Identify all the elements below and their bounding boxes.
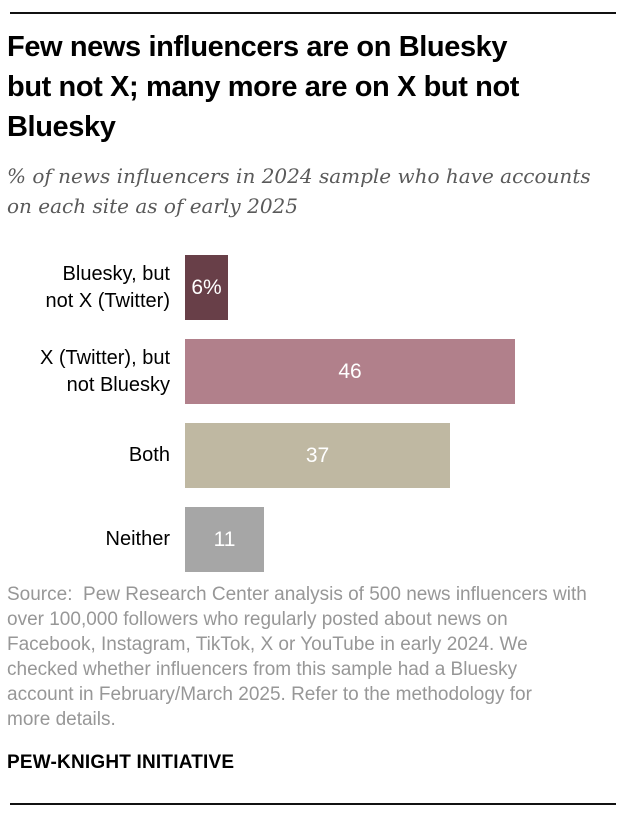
chart-row: Bluesky, but not X (Twitter) 6% xyxy=(7,255,613,320)
source-note-line: Source: Pew Research Center analysis of … xyxy=(7,584,587,605)
chart-title-line: Few news influencers are on Bluesky xyxy=(7,31,508,63)
bar: 6% xyxy=(185,255,228,320)
top-divider xyxy=(10,12,616,14)
attribution: PEW-KNIGHT INITIATIVE xyxy=(7,752,235,773)
chart-subtitle-line: on each site as of early 2025 xyxy=(7,194,298,218)
chart-row: Both 37 xyxy=(7,423,613,488)
category-label: Neither xyxy=(105,528,170,550)
chart-row: Neither 11 xyxy=(7,507,613,572)
chart-subtitle: % of news influencers in 2024 sample who… xyxy=(7,161,617,221)
chart-row: X (Twitter), but not Bluesky 46 xyxy=(7,339,613,404)
bar-chart: Bluesky, but not X (Twitter) 6% X (Twitter… xyxy=(7,255,613,591)
bar-value-label: 46 xyxy=(338,360,362,383)
chart-title-line: Bluesky xyxy=(7,111,116,143)
chart-title: Few news influencers are on Bluesky but … xyxy=(7,27,613,147)
bar-value-label: 11 xyxy=(213,528,236,551)
bar: 46 xyxy=(185,339,515,404)
chart-title-line: but not X; many more are on X but not xyxy=(7,71,520,103)
chart-subtitle-line: % of news influencers in 2024 sample who… xyxy=(7,164,591,188)
source-note-line: more details. xyxy=(7,709,116,730)
source-note-line: account in February/March 2025. Refer to… xyxy=(7,684,532,705)
bar-value-label: 6% xyxy=(191,276,222,299)
source-note-line: over 100,000 followers who regularly pos… xyxy=(7,609,508,630)
source-note-line: Facebook, Instagram, TikTok, X or YouTub… xyxy=(7,634,528,655)
bar-value-label: 37 xyxy=(305,444,330,467)
source-note: Source: Pew Research Center analysis of … xyxy=(7,582,617,732)
source-note-line: checked whether influencers from this sa… xyxy=(7,659,518,680)
bar: 37 xyxy=(185,423,450,488)
category-label: X (Twitter), but not Bluesky xyxy=(39,346,170,396)
category-label: Bluesky, but not X (Twitter) xyxy=(45,262,170,312)
bar: 11 xyxy=(185,507,264,572)
category-label: Both xyxy=(128,444,170,466)
bottom-divider xyxy=(10,803,616,805)
